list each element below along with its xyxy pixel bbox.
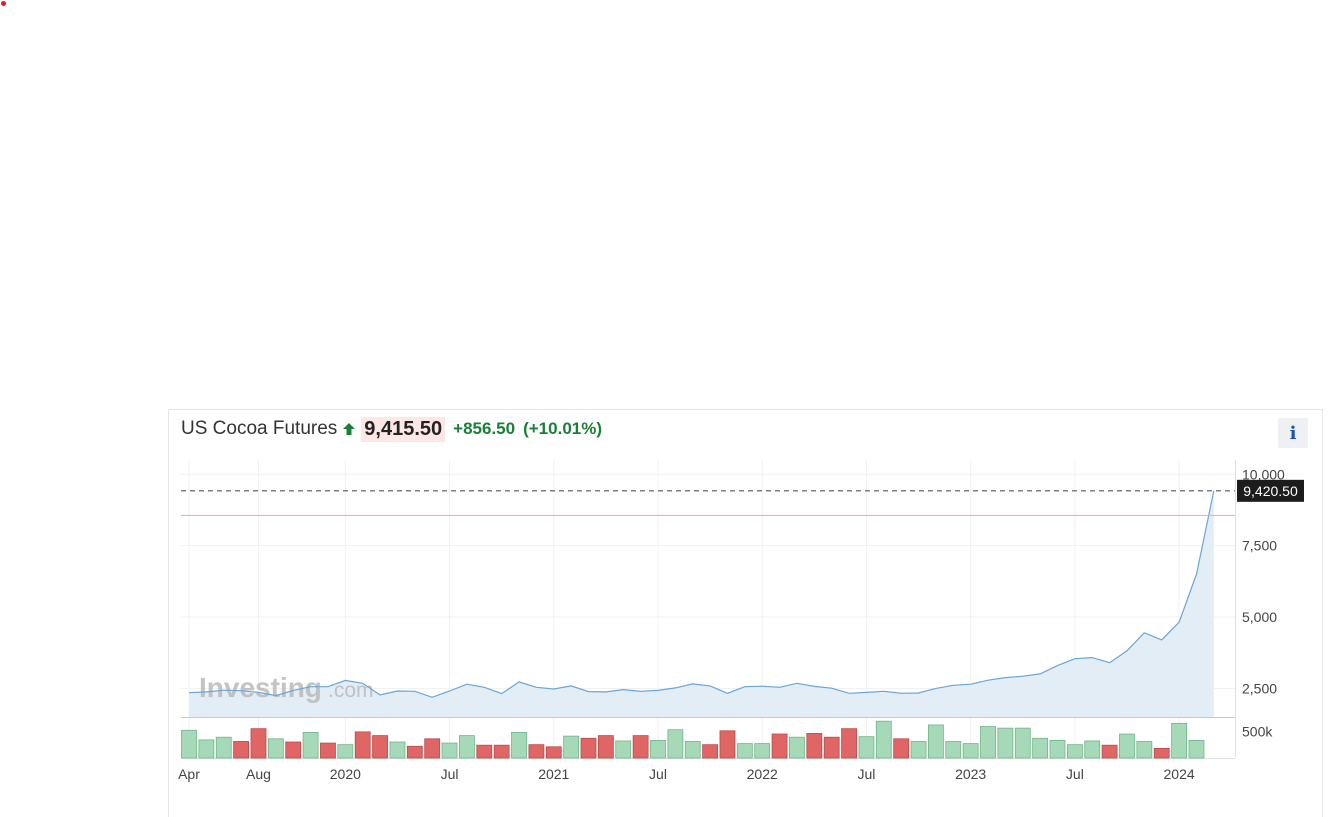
y-tick-label: 5,000 bbox=[1242, 609, 1277, 625]
x-tick-label: 2024 bbox=[1164, 766, 1195, 782]
current-price-label: 9,420.50 bbox=[1243, 483, 1298, 499]
volume-bar bbox=[858, 736, 875, 759]
volume-bar bbox=[285, 741, 302, 759]
volume-bar bbox=[650, 740, 666, 759]
price-change-percent: (+10.01%) bbox=[523, 419, 603, 438]
arrow-up-icon bbox=[343, 423, 356, 435]
volume-bar bbox=[198, 739, 215, 759]
volume-bar bbox=[545, 746, 562, 759]
volume-bar bbox=[1119, 733, 1135, 759]
volume-bar bbox=[893, 738, 910, 759]
volume-bar bbox=[841, 728, 857, 759]
volume-bar bbox=[233, 741, 250, 759]
volume-bar bbox=[1171, 722, 1187, 759]
price-line bbox=[188, 490, 1215, 698]
volume-bar bbox=[771, 733, 788, 759]
volume-bar bbox=[980, 726, 996, 759]
volume-bar bbox=[736, 743, 753, 759]
volume-bar bbox=[597, 735, 614, 759]
y-tick-label: 7,500 bbox=[1242, 538, 1277, 554]
chart-widget bbox=[168, 409, 1323, 817]
chart-header: US Cocoa Futures 9,415.50 +856.50 (+10.0… bbox=[181, 416, 602, 442]
volume-bar bbox=[962, 743, 979, 759]
x-tick-label: Jul bbox=[857, 766, 875, 782]
volume-bar bbox=[528, 744, 545, 759]
volume-bar bbox=[215, 736, 232, 759]
x-tick-label: Jul bbox=[1066, 766, 1084, 782]
current-price-badge bbox=[1237, 479, 1304, 502]
info-button[interactable]: i bbox=[1278, 418, 1308, 448]
y-tick-label: 2,500 bbox=[1242, 680, 1277, 696]
volume-bar bbox=[580, 737, 597, 759]
volume-bar bbox=[354, 731, 371, 759]
volume-bar bbox=[441, 742, 458, 759]
x-tick-label: Jul bbox=[649, 766, 667, 782]
volume-bar bbox=[719, 730, 736, 759]
volume-bar bbox=[493, 744, 510, 759]
volume-bar bbox=[1049, 740, 1066, 759]
investing-watermark-suffix: .com bbox=[328, 679, 374, 702]
volume-bar bbox=[1136, 741, 1153, 759]
volume-bar bbox=[702, 744, 718, 759]
volume-bar bbox=[632, 735, 649, 759]
volume-bar bbox=[511, 732, 527, 759]
volume-bar bbox=[667, 729, 684, 759]
investing-watermark: Investing bbox=[199, 672, 322, 703]
volume-bar bbox=[320, 742, 336, 759]
volume-bar bbox=[754, 743, 771, 759]
volume-bar bbox=[997, 727, 1014, 759]
volume-bar bbox=[928, 724, 944, 759]
volume-bar bbox=[945, 741, 962, 759]
volume-bar bbox=[476, 744, 493, 759]
x-tick-label: Aug bbox=[246, 766, 271, 782]
info-icon: i bbox=[1289, 422, 1297, 444]
volume-bar bbox=[806, 733, 823, 759]
volume-bar bbox=[250, 728, 267, 759]
price-area bbox=[189, 490, 1214, 717]
volume-bar bbox=[684, 741, 701, 759]
volume-bar bbox=[1188, 740, 1205, 759]
volume-bar bbox=[1153, 748, 1170, 759]
x-tick-label: 2023 bbox=[955, 766, 986, 782]
volume-bar bbox=[1066, 744, 1083, 759]
volume-bar bbox=[1084, 740, 1101, 759]
volume-bar bbox=[1032, 737, 1049, 759]
volume-bar bbox=[337, 744, 354, 759]
volume-bar bbox=[372, 735, 388, 759]
red-dot-marker bbox=[1, 1, 6, 6]
volume-bar bbox=[615, 740, 632, 759]
y-tick-label: 10,000 bbox=[1242, 466, 1285, 482]
x-tick-label: Apr bbox=[178, 766, 200, 782]
x-tick-label: 2021 bbox=[538, 766, 569, 782]
volume-bar bbox=[181, 729, 197, 759]
x-tick-label: Jul bbox=[441, 766, 459, 782]
volume-bar bbox=[875, 720, 892, 759]
x-tick-label: 2020 bbox=[330, 766, 361, 782]
volume-bar bbox=[1014, 727, 1031, 759]
volume-tick-label: 500k bbox=[1242, 723, 1273, 739]
volume-bar bbox=[789, 736, 805, 759]
x-tick-label: 2022 bbox=[747, 766, 778, 782]
volume-bar bbox=[910, 741, 927, 759]
volume-bar bbox=[424, 738, 441, 759]
volume-bar bbox=[1101, 744, 1118, 759]
volume-bar bbox=[563, 735, 580, 759]
volume-bar bbox=[459, 735, 475, 759]
instrument-title: US Cocoa Futures bbox=[181, 418, 338, 439]
last-price: 9,415.50 bbox=[361, 416, 446, 442]
volume-bar bbox=[823, 736, 840, 759]
volume-bar bbox=[389, 741, 406, 759]
volume-bar bbox=[406, 745, 423, 759]
volume-bar bbox=[267, 738, 284, 759]
price-change: +856.50 bbox=[453, 419, 516, 438]
volume-bar bbox=[302, 732, 319, 759]
